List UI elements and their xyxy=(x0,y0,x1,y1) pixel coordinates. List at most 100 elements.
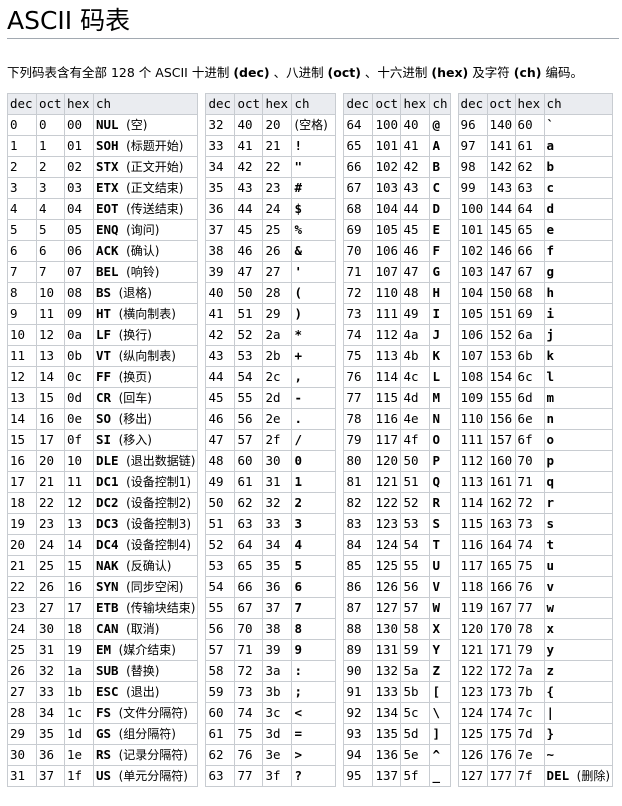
column-gap xyxy=(197,93,207,115)
dec-cell: 125 xyxy=(457,723,488,745)
hex-cell: 3f xyxy=(262,765,293,787)
oct-cell: 167 xyxy=(486,597,516,619)
dec-cell: 72 xyxy=(343,282,374,304)
intro-hex: (hex) xyxy=(431,65,469,80)
hex-cell: 45 xyxy=(400,219,431,241)
char-symbol: CAN xyxy=(96,621,119,636)
char-description: (纵向制表) xyxy=(118,349,176,363)
char-symbol: " xyxy=(294,159,303,174)
dec-cell: 126 xyxy=(457,744,488,766)
ch-cell: $ xyxy=(291,198,337,220)
oct-cell: 117 xyxy=(372,429,402,451)
table-row: 17 21 11 DC1 (设备控制1) 49 61 31 1 81 121 51 Q 113 161 71… xyxy=(7,471,614,493)
char-symbol: ; xyxy=(294,684,303,699)
ch-cell: ETB (传输块结束) xyxy=(92,597,199,619)
oct-cell: 137 xyxy=(372,765,402,787)
column-gap xyxy=(449,681,459,703)
oct-cell: 43 xyxy=(234,177,264,199)
ch-cell: l xyxy=(543,366,614,388)
char-symbol: v xyxy=(546,579,555,594)
column-gap xyxy=(197,471,207,493)
char-symbol: DC3 xyxy=(96,516,119,531)
oct-cell: 21 xyxy=(36,471,65,493)
dec-cell: 64 xyxy=(343,114,374,136)
oct-cell: 155 xyxy=(486,387,516,409)
oct-cell: 36 xyxy=(36,744,65,766)
column-gap xyxy=(197,408,207,430)
column-gap xyxy=(335,597,345,619)
column-header-hex: hex xyxy=(64,93,94,115)
hex-cell: 6b xyxy=(514,345,545,367)
dec-cell: 105 xyxy=(457,303,488,325)
char-symbol: t xyxy=(546,537,555,552)
oct-cell: 24 xyxy=(36,534,65,556)
dec-cell: 22 xyxy=(7,576,37,598)
hex-cell: 6a xyxy=(514,324,545,346)
oct-cell: 22 xyxy=(36,492,65,514)
oct-cell: 57 xyxy=(234,429,264,451)
dec-cell: 49 xyxy=(205,471,236,493)
column-gap xyxy=(449,576,459,598)
dec-cell: 10 xyxy=(7,324,37,346)
char-description: (删除) xyxy=(576,769,611,783)
column-header-dec: dec xyxy=(343,93,374,115)
hex-cell: 7f xyxy=(514,765,545,787)
ch-cell: CR (回车) xyxy=(92,387,199,409)
char-symbol: ^ xyxy=(432,747,441,762)
dec-cell: 94 xyxy=(343,744,374,766)
oct-cell: 7 xyxy=(36,261,65,283)
column-gap xyxy=(335,639,345,661)
ch-cell: b xyxy=(543,156,614,178)
table-row: 21 25 15 NAK (反确认) 53 65 35 5 85 125 55 U 117 165 75 u xyxy=(7,555,614,577)
hex-cell: 1c xyxy=(64,702,94,724)
char-symbol: 1 xyxy=(294,474,303,489)
hex-cell: 11 xyxy=(64,471,94,493)
char-symbol: ~ xyxy=(546,747,555,762)
intro-text: 、十六进制 xyxy=(360,65,432,80)
dec-cell: 69 xyxy=(343,219,374,241)
char-description: (移入) xyxy=(118,433,152,447)
char-symbol: y xyxy=(546,642,555,657)
oct-cell: 23 xyxy=(36,513,65,535)
ch-cell: SYN (同步空闲) xyxy=(92,576,199,598)
dec-cell: 62 xyxy=(205,744,236,766)
ch-cell: > xyxy=(291,744,337,766)
dec-cell: 111 xyxy=(457,429,488,451)
char-symbol: BS xyxy=(96,285,112,300)
char-symbol: ? xyxy=(294,768,303,783)
oct-cell: 33 xyxy=(36,681,65,703)
oct-cell: 17 xyxy=(36,429,65,451)
char-symbol: 2 xyxy=(294,495,303,510)
hex-cell: 23 xyxy=(262,177,293,199)
ch-cell: p xyxy=(543,450,614,472)
oct-cell: 153 xyxy=(486,345,516,367)
dec-cell: 80 xyxy=(343,450,374,472)
column-gap xyxy=(449,723,459,745)
ch-cell: 5 xyxy=(291,555,337,577)
char-description: (空) xyxy=(126,118,148,132)
ch-cell: (空格) xyxy=(291,114,337,136)
hex-cell: 50 xyxy=(400,450,431,472)
char-symbol: 3 xyxy=(294,516,303,531)
char-symbol: D xyxy=(432,201,441,216)
column-gap xyxy=(197,597,207,619)
oct-cell: 105 xyxy=(372,219,402,241)
oct-cell: 52 xyxy=(234,324,264,346)
column-header-dec: dec xyxy=(457,93,488,115)
ch-cell: & xyxy=(291,240,337,262)
hex-cell: 3c xyxy=(262,702,293,724)
ch-cell: r xyxy=(543,492,614,514)
oct-cell: 104 xyxy=(372,198,402,220)
char-symbol: DLE xyxy=(96,453,119,468)
char-symbol: 6 xyxy=(294,579,303,594)
ch-cell: L xyxy=(429,366,451,388)
column-gap xyxy=(449,198,459,220)
ch-cell: ACK (确认) xyxy=(92,240,199,262)
ch-cell: C xyxy=(429,177,451,199)
char-symbol: o xyxy=(546,432,555,447)
hex-cell: 4d xyxy=(400,387,431,409)
column-gap xyxy=(335,534,345,556)
dec-cell: 86 xyxy=(343,576,374,598)
dec-cell: 14 xyxy=(7,408,37,430)
char-symbol: ACK xyxy=(96,243,119,258)
